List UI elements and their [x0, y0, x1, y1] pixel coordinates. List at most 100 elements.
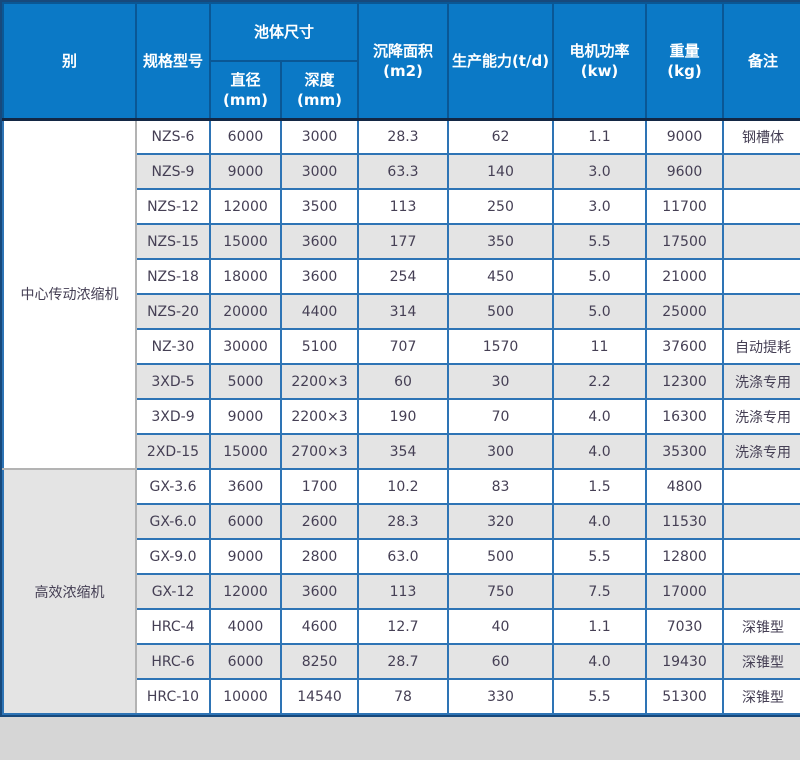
depth-cell: 2800 — [279, 538, 360, 575]
model-cell: 3XD-5 — [135, 363, 211, 400]
remarks-cell — [722, 538, 800, 575]
header-weight: 重量 (kg) — [645, 2, 725, 120]
model-cell: NZS-18 — [135, 258, 211, 295]
diameter-cell: 15000 — [209, 223, 282, 260]
weight-cell: 4800 — [645, 468, 725, 505]
capacity-cell: 500 — [447, 538, 555, 575]
weight-cell: 21000 — [645, 258, 725, 295]
settling-area-cell: 60 — [357, 363, 450, 400]
header-diameter: 直径 (mm) — [209, 60, 282, 120]
remarks-cell: 深锥型 — [722, 678, 800, 715]
depth-cell: 5100 — [279, 328, 360, 365]
category-cell: 中心传动浓缩机 — [2, 118, 137, 470]
settling-area-cell: 113 — [357, 188, 450, 225]
depth-cell: 4600 — [279, 608, 360, 645]
depth-cell: 8250 — [279, 643, 360, 680]
capacity-cell: 250 — [447, 188, 555, 225]
depth-cell: 4400 — [279, 293, 360, 330]
model-cell: HRC-10 — [135, 678, 211, 715]
weight-cell: 16300 — [645, 398, 725, 435]
capacity-cell: 500 — [447, 293, 555, 330]
depth-cell: 3000 — [279, 153, 360, 190]
header-depth: 深度(mm) — [279, 60, 360, 120]
motor-power-cell: 1.1 — [552, 118, 648, 155]
remarks-cell: 深锥型 — [722, 608, 800, 645]
remarks-cell — [722, 573, 800, 610]
table-row: 3XD-5 5000 2200×3 60 30 2.2 12300 洗涤专用 — [3, 363, 800, 400]
weight-cell: 11700 — [645, 188, 725, 225]
settling-area-cell: 28.3 — [357, 503, 450, 540]
table-row: NZS-18 18000 3600 254 450 5.0 21000 — [3, 258, 800, 295]
motor-power-cell: 1.5 — [552, 468, 648, 505]
header-remarks: 备注 — [722, 2, 800, 120]
spec-table: 别 规格型号 池体尺寸 沉降面积 (m2) 生产能力(t/d) 电机功率 (kw… — [2, 2, 800, 715]
model-cell: NZS-6 — [135, 118, 211, 155]
table-row: NZS-9 9000 3000 63.3 140 3.0 9600 — [3, 153, 800, 190]
table-body: 中心传动浓缩机 NZS-6 6000 3000 28.3 62 1.1 9000 钢槽体 NZS-… — [2, 118, 800, 715]
model-cell: NZS-15 — [135, 223, 211, 260]
weight-cell: 25000 — [645, 293, 725, 330]
motor-power-cell: 5.5 — [552, 538, 648, 575]
motor-power-cell: 4.0 — [552, 503, 648, 540]
header-category: 别 — [2, 2, 137, 120]
depth-cell: 3600 — [279, 573, 360, 610]
weight-cell: 17500 — [645, 223, 725, 260]
depth-cell: 2200×3 — [279, 363, 360, 400]
model-cell: NZS-20 — [135, 293, 211, 330]
remarks-cell: 自动提耗 — [722, 328, 800, 365]
capacity-cell: 750 — [447, 573, 555, 610]
capacity-cell: 350 — [447, 223, 555, 260]
remarks-cell — [722, 293, 800, 330]
table-row: NZS-15 15000 3600 177 350 5.5 17500 — [3, 223, 800, 260]
header-pool-size: 池体尺寸 — [208, 2, 360, 62]
motor-power-cell: 4.0 — [552, 398, 648, 435]
table-row: NZS-20 20000 4400 314 500 5.0 25000 — [3, 293, 800, 330]
category-cell: 高效浓缩机 — [2, 468, 137, 715]
model-cell: NZS-12 — [135, 188, 211, 225]
diameter-cell: 5000 — [209, 363, 282, 400]
header-settling-area: 沉降面积 (m2) — [357, 2, 450, 120]
weight-cell: 12300 — [645, 363, 725, 400]
weight-cell: 51300 — [645, 678, 725, 715]
diameter-cell: 18000 — [209, 258, 282, 295]
remarks-cell: 深锥型 — [722, 643, 800, 680]
weight-cell: 7030 — [645, 608, 725, 645]
model-cell: HRC-4 — [135, 608, 211, 645]
settling-area-cell: 28.7 — [357, 643, 450, 680]
motor-power-cell: 1.1 — [552, 608, 648, 645]
settling-area-cell: 63.0 — [357, 538, 450, 575]
header-model: 规格型号 — [135, 2, 211, 120]
remarks-cell — [722, 503, 800, 540]
remarks-cell: 洗涤专用 — [722, 433, 800, 470]
settling-area-cell: 12.7 — [357, 608, 450, 645]
diameter-cell: 9000 — [209, 538, 282, 575]
capacity-cell: 320 — [447, 503, 555, 540]
motor-power-cell: 7.5 — [552, 573, 648, 610]
motor-power-cell: 5.0 — [552, 293, 648, 330]
settling-area-cell: 254 — [357, 258, 450, 295]
motor-power-cell: 3.0 — [552, 188, 648, 225]
diameter-cell: 4000 — [209, 608, 282, 645]
capacity-cell: 70 — [447, 398, 555, 435]
weight-cell: 35300 — [645, 433, 725, 470]
model-cell: GX-6.0 — [135, 503, 211, 540]
diameter-cell: 20000 — [209, 293, 282, 330]
capacity-cell: 83 — [447, 468, 555, 505]
table-row: GX-12 12000 3600 113 750 7.5 17000 — [3, 573, 800, 610]
table-header: 别 规格型号 池体尺寸 沉降面积 (m2) 生产能力(t/d) 电机功率 (kw… — [2, 2, 800, 120]
table-row: 高效浓缩机 GX-3.6 3600 1700 10.2 83 1.5 4800 — [2, 468, 800, 715]
model-cell: 2XD-15 — [135, 433, 211, 470]
depth-cell: 3000 — [279, 118, 360, 155]
diameter-cell: 10000 — [209, 678, 282, 715]
table-row: GX-9.0 9000 2800 63.0 500 5.5 12800 — [3, 538, 800, 575]
depth-cell: 3600 — [279, 258, 360, 295]
settling-area-cell: 190 — [357, 398, 450, 435]
remarks-cell — [722, 258, 800, 295]
depth-cell: 2200×3 — [279, 398, 360, 435]
table-row: GX-6.0 6000 2600 28.3 320 4.0 11530 — [3, 503, 800, 540]
table-row: NZ-30 30000 5100 707 1570 11 37600 自动提耗 — [3, 328, 800, 365]
table-row: 2XD-15 15000 2700×3 354 300 4.0 35300 洗涤专用 — [3, 433, 800, 470]
model-cell: GX-3.6 — [135, 468, 211, 505]
spec-table-frame: 别 规格型号 池体尺寸 沉降面积 (m2) 生产能力(t/d) 电机功率 (kw… — [0, 0, 800, 717]
diameter-cell: 6000 — [209, 118, 282, 155]
